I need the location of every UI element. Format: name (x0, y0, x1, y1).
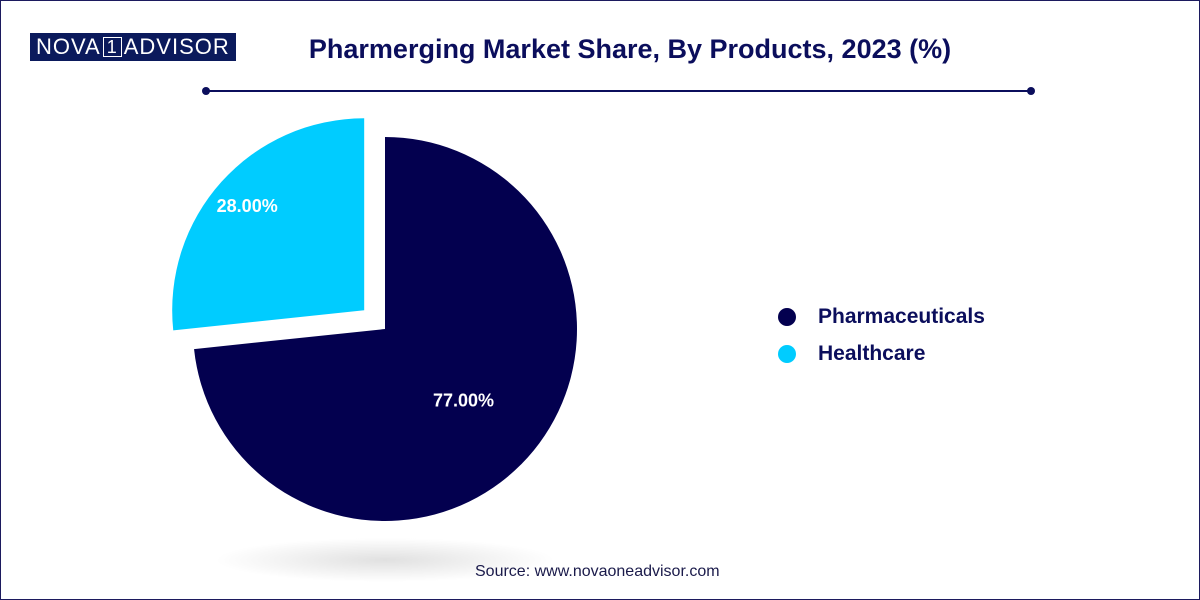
legend-label-pharmaceuticals: Pharmaceuticals (818, 305, 985, 329)
source-note: Source: www.novaoneadvisor.com (475, 563, 720, 581)
pie-label-healthcare: 28.00% (217, 196, 278, 216)
pie-label-pharmaceuticals: 77.00% (433, 391, 494, 411)
legend: Pharmaceuticals Healthcare (778, 298, 985, 372)
legend-label-healthcare: Healthcare (818, 342, 925, 366)
legend-item-healthcare: Healthcare (778, 335, 985, 372)
legend-item-pharmaceuticals: Pharmaceuticals (778, 298, 985, 335)
legend-swatch-healthcare (778, 345, 796, 363)
legend-swatch-pharmaceuticals (778, 308, 796, 326)
pie-slice-healthcare (172, 118, 364, 330)
